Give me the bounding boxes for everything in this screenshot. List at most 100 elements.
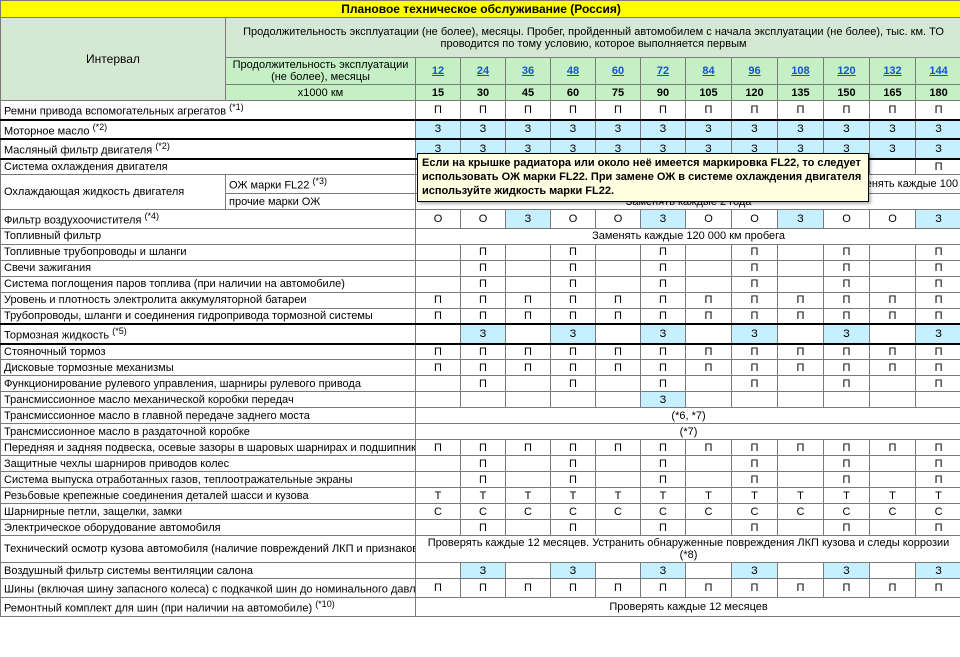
cell: П xyxy=(870,292,916,308)
cell: П xyxy=(732,520,778,536)
cell xyxy=(778,520,824,536)
cell: О xyxy=(551,210,596,229)
header-month-48[interactable]: 48 xyxy=(551,58,596,85)
header-month-24[interactable]: 24 xyxy=(461,58,506,85)
cell: С xyxy=(416,504,461,520)
cell: П xyxy=(870,344,916,360)
cell: Т xyxy=(686,488,732,504)
header-km-90: 90 xyxy=(641,85,686,101)
header-month-96[interactable]: 96 xyxy=(732,58,778,85)
table-title: Плановое техническое обслуживание (Росси… xyxy=(1,1,960,18)
row-label: Топливные трубопроводы и шланги xyxy=(1,244,416,260)
cell: П xyxy=(916,440,960,456)
cell: З xyxy=(506,120,551,140)
cell xyxy=(506,472,551,488)
cell: П xyxy=(732,276,778,292)
cell xyxy=(686,520,732,536)
cell xyxy=(778,392,824,408)
cell: П xyxy=(732,376,778,392)
cell: П xyxy=(461,260,506,276)
cell xyxy=(686,392,732,408)
row-label: Трансмиссионное масло механической короб… xyxy=(1,392,416,408)
cell: З xyxy=(916,120,960,140)
cell: З xyxy=(732,120,778,140)
cell xyxy=(686,244,732,260)
cell: П xyxy=(732,579,778,598)
cell: З xyxy=(916,563,960,579)
header-month-144[interactable]: 144 xyxy=(916,58,960,85)
cell: П xyxy=(641,292,686,308)
header-km-135: 135 xyxy=(778,85,824,101)
cell: П xyxy=(461,472,506,488)
row-span-text: Проверять каждые 12 месяцев. Устранить о… xyxy=(416,536,960,563)
cell: П xyxy=(461,520,506,536)
header-month-132[interactable]: 132 xyxy=(870,58,916,85)
header-month-84[interactable]: 84 xyxy=(686,58,732,85)
header-month-120[interactable]: 120 xyxy=(824,58,870,85)
cell xyxy=(686,563,732,579)
cell: П xyxy=(416,360,461,376)
cell: П xyxy=(461,579,506,598)
cell xyxy=(506,324,551,344)
cell: З xyxy=(824,563,870,579)
cell: З xyxy=(461,563,506,579)
cell xyxy=(870,324,916,344)
cell: Т xyxy=(416,488,461,504)
cell: П xyxy=(824,292,870,308)
cell: П xyxy=(732,308,778,324)
header-month-72[interactable]: 72 xyxy=(641,58,686,85)
cell xyxy=(870,276,916,292)
cell: П xyxy=(596,308,641,324)
cell: С xyxy=(870,504,916,520)
cell: П xyxy=(732,244,778,260)
row-label: Шины (включая шину запасного колеса) с п… xyxy=(1,579,416,598)
cell: О xyxy=(416,210,461,229)
cell: З xyxy=(870,139,916,159)
cell: П xyxy=(551,376,596,392)
cell: П xyxy=(686,579,732,598)
cell: П xyxy=(732,472,778,488)
header-month-108[interactable]: 108 xyxy=(778,58,824,85)
cell: П xyxy=(824,520,870,536)
cell xyxy=(416,563,461,579)
cell: П xyxy=(686,360,732,376)
cell xyxy=(778,376,824,392)
cell xyxy=(778,244,824,260)
header-month-12[interactable]: 12 xyxy=(416,58,461,85)
cell: П xyxy=(461,276,506,292)
cell: П xyxy=(916,579,960,598)
cell: П xyxy=(416,440,461,456)
header-month-36[interactable]: 36 xyxy=(506,58,551,85)
cell: П xyxy=(551,456,596,472)
cell: П xyxy=(778,344,824,360)
cell xyxy=(778,324,824,344)
cell: П xyxy=(461,456,506,472)
cell: З xyxy=(778,120,824,140)
header-km-120: 120 xyxy=(732,85,778,101)
cell: П xyxy=(551,440,596,456)
cell xyxy=(596,563,641,579)
cell: П xyxy=(686,292,732,308)
cell: Т xyxy=(641,488,686,504)
cell: П xyxy=(461,101,506,120)
cell: П xyxy=(551,260,596,276)
cell: П xyxy=(551,344,596,360)
cell: П xyxy=(641,456,686,472)
header-month-60[interactable]: 60 xyxy=(596,58,641,85)
cell: З xyxy=(778,210,824,229)
cell xyxy=(778,260,824,276)
cell: П xyxy=(824,376,870,392)
cell xyxy=(870,159,916,175)
cell: П xyxy=(506,440,551,456)
cell xyxy=(596,520,641,536)
cell: П xyxy=(596,344,641,360)
cell: П xyxy=(506,360,551,376)
cell: З xyxy=(916,139,960,159)
row-label: Передняя и задняя подвеска, осевые зазор… xyxy=(1,440,416,456)
cell: З xyxy=(641,210,686,229)
row-label: Технический осмотр кузова автомобиля (на… xyxy=(1,536,416,563)
row-label: Ремни привода вспомогательных агрегатов … xyxy=(1,101,416,120)
cell: З xyxy=(641,324,686,344)
cell xyxy=(506,563,551,579)
cell: З xyxy=(916,324,960,344)
